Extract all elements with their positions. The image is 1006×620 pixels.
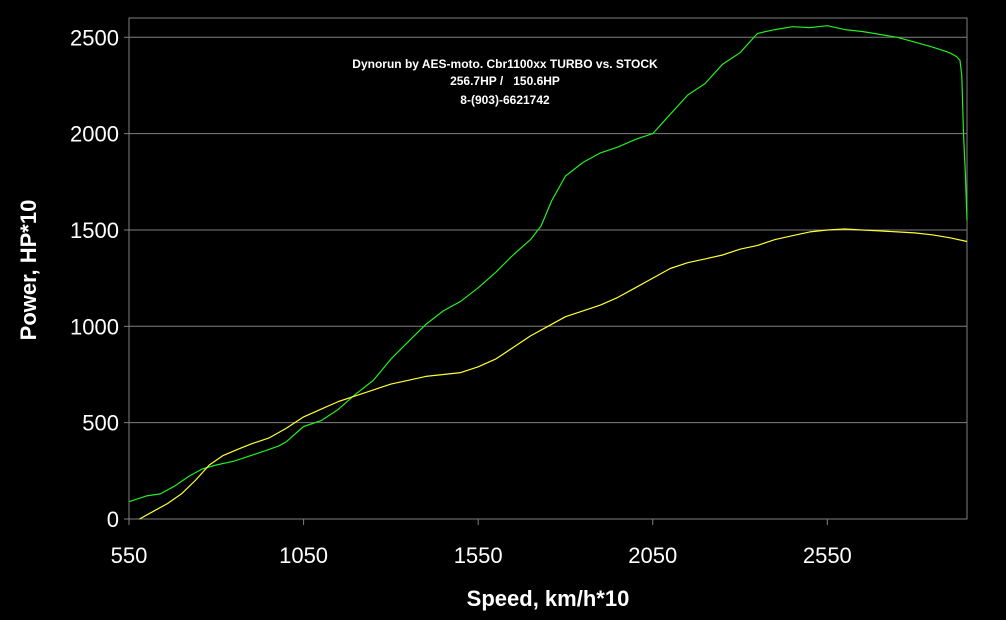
plot-area-frame — [128, 17, 968, 520]
annotation-line-3: 8-(903)-6621742 — [460, 93, 550, 107]
y-tick-label: 500 — [82, 411, 119, 436]
y-tick-label: 0 — [107, 507, 119, 532]
y-tick-label: 2500 — [70, 25, 119, 50]
x-axis-title: Speed, km/h*10 — [467, 586, 630, 611]
y-tick-label: 1000 — [70, 314, 119, 339]
annotation-line-2: 256.7HP / 150.6HP — [450, 74, 560, 88]
grid-layer — [129, 36, 967, 520]
series-layer — [128, 25, 968, 520]
x-tick-label: 550 — [111, 543, 148, 568]
x-tick-label: 1550 — [454, 543, 503, 568]
tick-layer: 0 500 1000 1500 2000 2500 550 1050 1550 2050 2550 — [70, 25, 852, 568]
y-axis-title: Power, HP*10 — [16, 200, 41, 341]
x-tick-label: 2550 — [803, 543, 852, 568]
y-tick-label: 2000 — [70, 122, 119, 147]
y-tick-label: 1500 — [70, 218, 119, 243]
series-line-yellow — [139, 228, 968, 520]
x-tick-label: 1050 — [279, 543, 328, 568]
x-tick-label: 2050 — [628, 543, 677, 568]
series-line-green — [128, 25, 968, 503]
annotation-line-1: Dynorun by AES-moto. Cbr1100xx TURBO vs.… — [352, 57, 658, 71]
